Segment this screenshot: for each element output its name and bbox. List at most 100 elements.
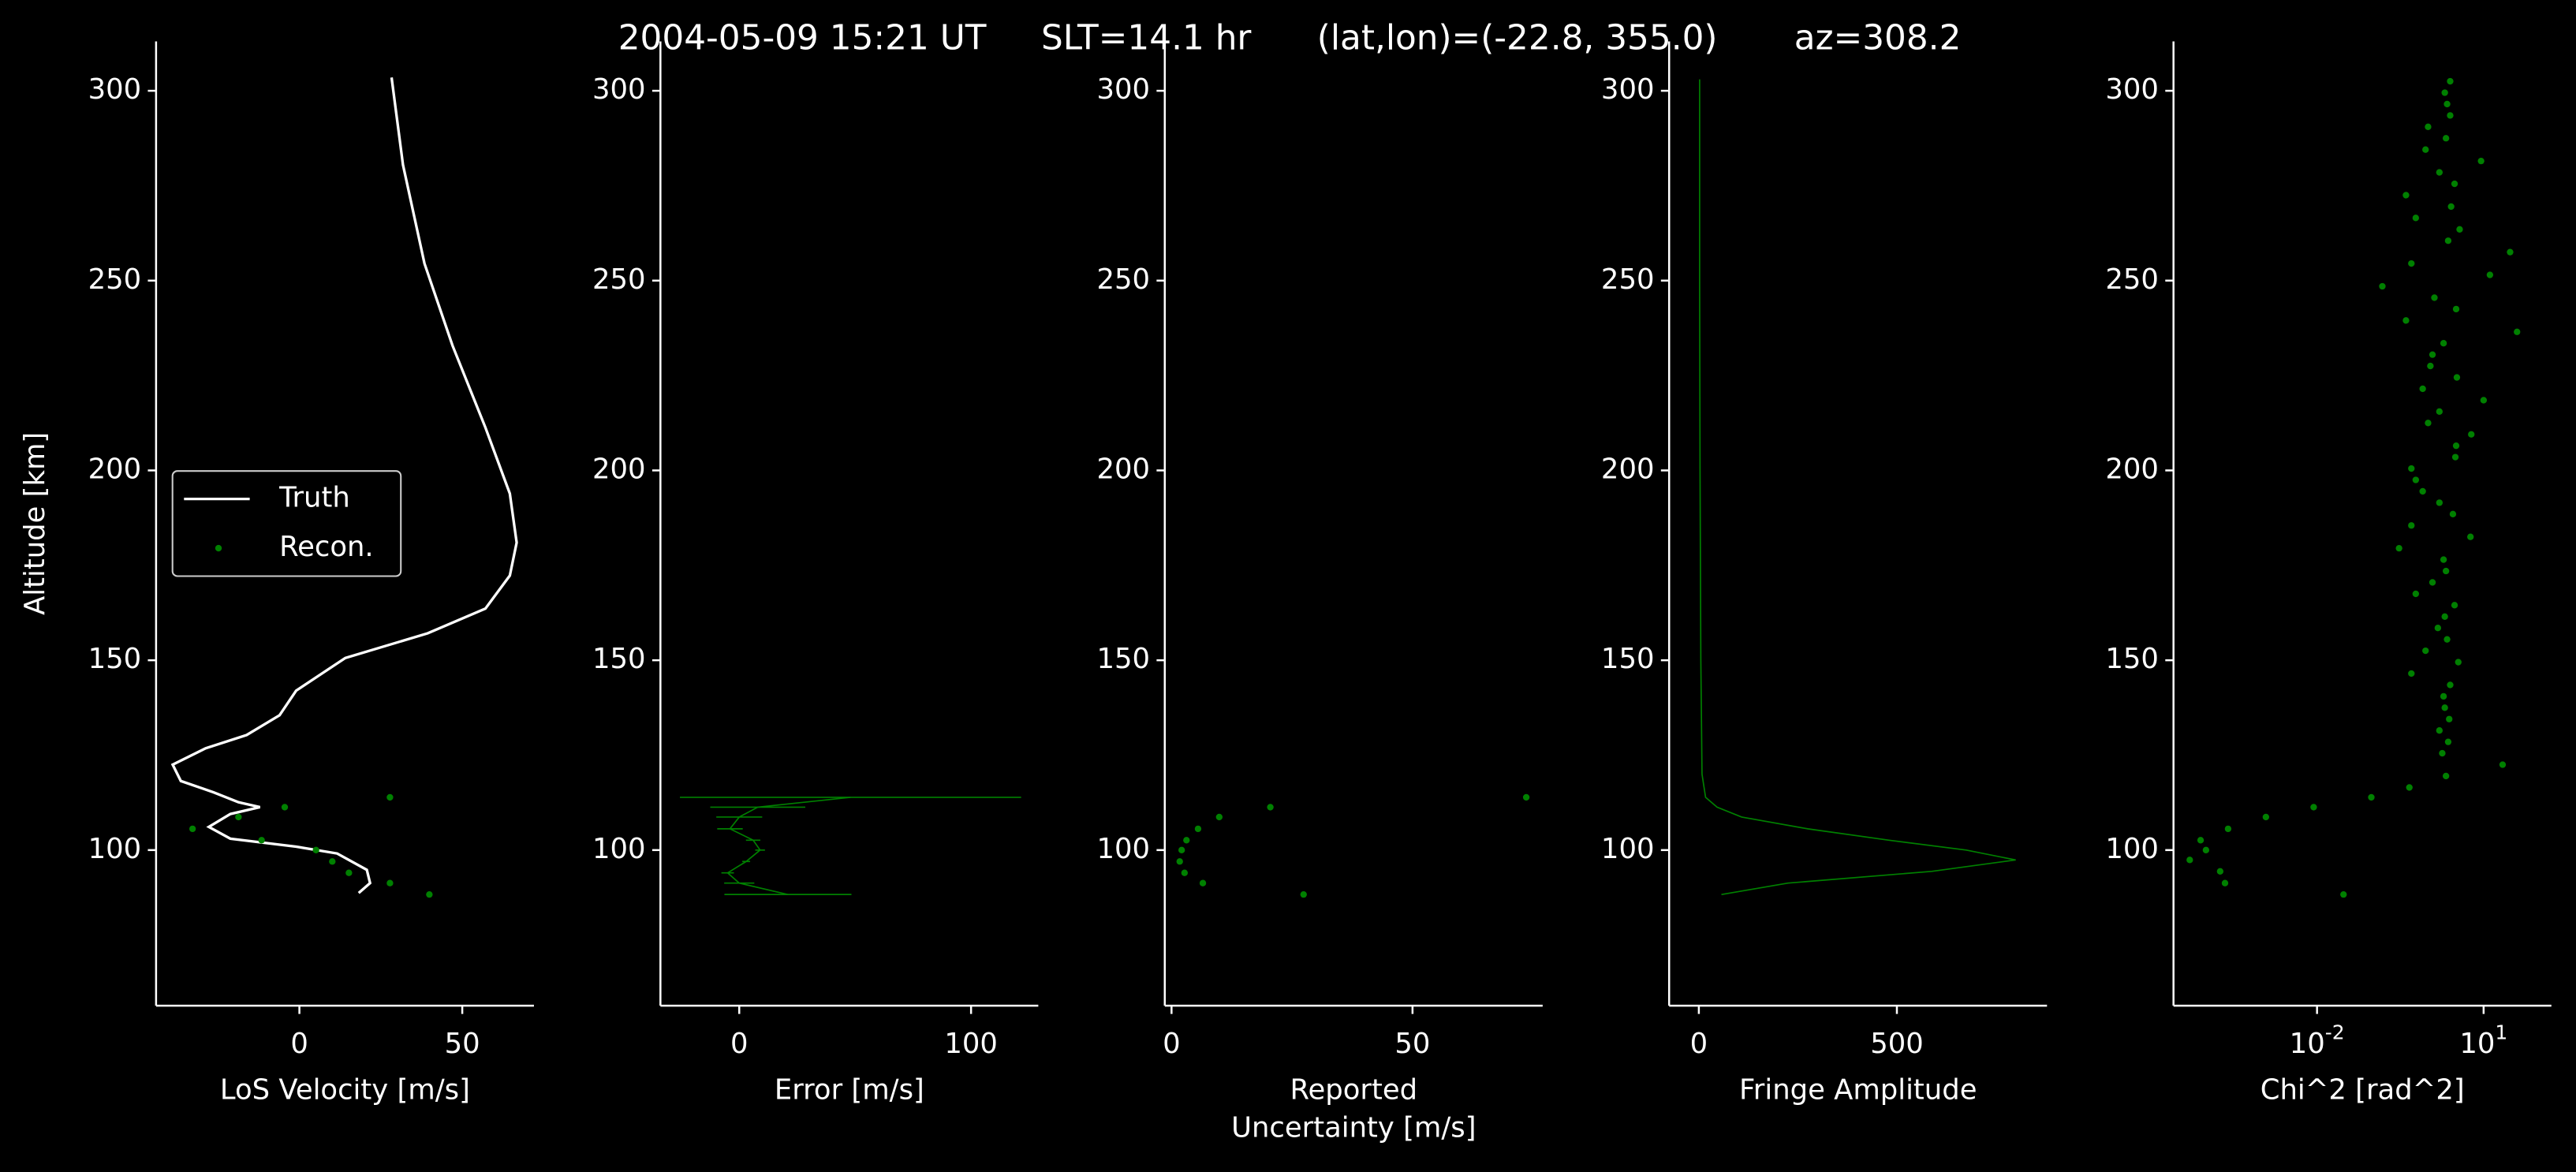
data-point — [1194, 825, 1202, 833]
x-axis-label: Fringe Amplitude — [1739, 1073, 1977, 1106]
y-tick-label: 300 — [592, 73, 646, 106]
data-line — [726, 797, 851, 895]
data-point — [312, 846, 319, 853]
y-tick-label: 300 — [1601, 73, 1655, 106]
data-point — [2368, 793, 2375, 801]
data-point — [2451, 453, 2459, 461]
x-tick-label: 50 — [1394, 1028, 1430, 1060]
panel: 100 150 200 250 300 0 100 Error [m/s] — [592, 41, 1039, 1106]
y-tick-label: 100 — [1096, 833, 1150, 865]
y-tick-label: 250 — [592, 263, 646, 296]
data-point — [2427, 362, 2434, 370]
data-point — [1267, 804, 1274, 811]
y-tick-label: 100 — [592, 833, 646, 865]
data-point — [2452, 305, 2460, 313]
data-point — [426, 890, 433, 898]
data-point — [2449, 510, 2457, 517]
data-point — [281, 804, 289, 811]
data-point — [2429, 351, 2436, 358]
data-point — [1178, 846, 1185, 853]
data-point — [235, 813, 242, 821]
data-point — [2412, 590, 2420, 598]
data-point — [2419, 385, 2426, 393]
data-point — [2440, 340, 2447, 347]
data-point — [2402, 317, 2410, 324]
data-point — [2425, 123, 2432, 130]
data-point — [2412, 215, 2420, 222]
data-point — [2408, 465, 2415, 472]
data-point — [2443, 100, 2451, 108]
data-point — [2442, 135, 2450, 142]
data-point — [2408, 259, 2415, 267]
x-axis-label: Uncertainty [m/s] — [1231, 1111, 1476, 1144]
y-tick-label: 300 — [88, 73, 142, 106]
data-point — [258, 837, 265, 844]
data-point — [2422, 647, 2429, 655]
data-point — [2406, 784, 2413, 791]
data-point — [2453, 374, 2461, 381]
data-point — [2395, 544, 2402, 552]
data-point — [2310, 804, 2317, 811]
data-point — [2455, 659, 2462, 666]
data-point — [189, 825, 196, 833]
x-axis-label: Error [m/s] — [775, 1073, 924, 1106]
data-point — [1522, 793, 1530, 801]
x-axis-label: Reported — [1290, 1073, 1418, 1106]
x-tick-label: 0 — [1163, 1028, 1181, 1060]
y-tick-label: 250 — [88, 263, 142, 296]
data-point — [2436, 408, 2443, 416]
y-tick-label: 100 — [88, 833, 142, 865]
data-point — [2444, 738, 2452, 745]
data-point — [2224, 825, 2232, 833]
data-point — [2436, 499, 2443, 506]
legend-box — [171, 470, 402, 577]
data-point — [1176, 858, 1183, 865]
data-point — [2451, 180, 2458, 188]
x-tick-label: 10-2 — [2290, 1021, 2345, 1061]
data-point — [2446, 715, 2453, 722]
data-point — [1300, 890, 1307, 898]
data-point — [2216, 868, 2224, 875]
data-point — [2441, 704, 2448, 711]
data-point — [386, 793, 394, 801]
data-point — [2422, 146, 2429, 153]
x-axis-label: LoS Velocity [m/s] — [220, 1073, 470, 1106]
data-point — [2447, 112, 2454, 119]
y-tick-label: 250 — [2105, 263, 2159, 296]
data-point — [2419, 487, 2426, 495]
panel: 100 150 200 250 300 10-2 101 Chi^2 [rad^2] — [2105, 41, 2552, 1106]
y-tick-label: 150 — [1096, 643, 1150, 675]
panel: 100 150 200 250 300 0 50 LoS Velocity [m/s] Alti… — [19, 41, 534, 1106]
y-tick-label: 150 — [2105, 643, 2159, 675]
data-point — [2186, 857, 2193, 864]
data-point — [2444, 237, 2452, 244]
data-line — [1699, 79, 2016, 895]
x-tick-label: 50 — [445, 1028, 480, 1060]
y-tick-label: 300 — [1096, 73, 1150, 106]
data-point — [2402, 192, 2410, 199]
x-tick-label: 0 — [290, 1028, 308, 1060]
data-point — [2262, 813, 2270, 821]
data-point — [2467, 533, 2474, 540]
figure-title: 2004-05-09 15:21 UT SLT=14.1 hr (lat,lon… — [618, 17, 1962, 58]
data-point — [2447, 681, 2454, 689]
data-point — [2452, 442, 2460, 450]
data-point — [329, 858, 336, 865]
data-point — [2442, 567, 2450, 575]
data-point — [2425, 420, 2432, 427]
y-tick-label: 150 — [592, 643, 646, 675]
data-point — [2456, 226, 2463, 233]
panel: 100 150 200 250 300 0 500 Fringe Amplitude — [1601, 41, 2048, 1106]
y-tick-label: 100 — [1601, 833, 1655, 865]
y-tick-label: 150 — [88, 643, 142, 675]
y-tick-label: 200 — [2105, 453, 2159, 485]
x-tick-label: 0 — [730, 1028, 749, 1060]
data-point — [2442, 772, 2450, 780]
legend-marker — [215, 544, 222, 552]
data-point — [1183, 837, 1190, 844]
x-tick-label: 500 — [1870, 1028, 1924, 1060]
y-tick-label: 250 — [1601, 263, 1655, 296]
data-point — [2202, 846, 2210, 853]
